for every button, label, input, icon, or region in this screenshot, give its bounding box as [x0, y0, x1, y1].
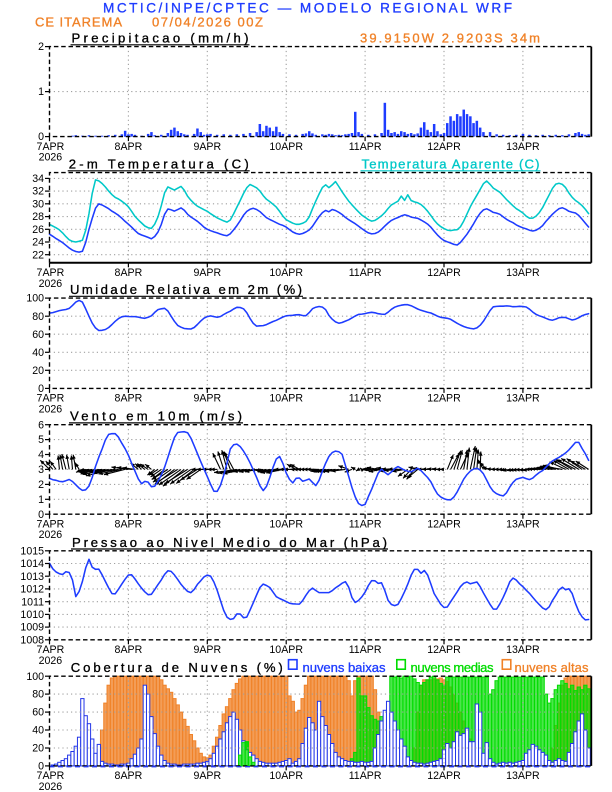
- svg-text:2026: 2026: [39, 278, 63, 290]
- svg-text:26: 26: [32, 224, 44, 236]
- svg-text:9APR: 9APR: [193, 393, 221, 405]
- svg-text:80: 80: [32, 689, 44, 701]
- svg-text:nuvens altas: nuvens altas: [515, 660, 590, 675]
- svg-text:40: 40: [32, 725, 44, 737]
- svg-text:5: 5: [38, 434, 44, 446]
- svg-text:100: 100: [26, 671, 44, 683]
- svg-text:8APR: 8APR: [115, 644, 143, 656]
- svg-text:3: 3: [38, 464, 44, 476]
- svg-text:20: 20: [32, 365, 44, 377]
- svg-text:22: 22: [32, 249, 44, 261]
- svg-text:Pressao ao Nivel Medio do Mar: Pressao ao Nivel Medio do Mar (hPa): [72, 535, 387, 550]
- svg-text:8APR: 8APR: [115, 393, 143, 405]
- svg-text:2026: 2026: [39, 403, 63, 415]
- svg-text:8APR: 8APR: [115, 770, 143, 782]
- svg-text:7APR: 7APR: [37, 267, 65, 279]
- svg-text:2026: 2026: [39, 781, 63, 792]
- svg-text:13APR: 13APR: [506, 141, 540, 153]
- svg-text:12APR: 12APR: [427, 141, 461, 153]
- svg-text:4: 4: [38, 449, 44, 461]
- svg-text:34: 34: [32, 173, 44, 185]
- svg-text:0: 0: [38, 509, 44, 521]
- svg-text:10APR: 10APR: [269, 770, 303, 782]
- svg-text:13APR: 13APR: [506, 644, 540, 656]
- svg-text:40: 40: [32, 347, 44, 359]
- svg-text:60: 60: [32, 329, 44, 341]
- svg-text:1012: 1012: [20, 584, 44, 596]
- svg-text:10APR: 10APR: [269, 141, 303, 153]
- svg-text:10APR: 10APR: [269, 267, 303, 279]
- svg-text:10APR: 10APR: [269, 644, 303, 656]
- svg-text:Temperatura Aparente (C): Temperatura Aparente (C): [362, 157, 540, 172]
- svg-text:1: 1: [38, 86, 44, 98]
- svg-text:7APR: 7APR: [37, 518, 65, 530]
- svg-text:7APR: 7APR: [37, 393, 65, 405]
- svg-text:9APR: 9APR: [193, 141, 221, 153]
- svg-text:32: 32: [32, 186, 44, 198]
- svg-text:30: 30: [32, 198, 44, 210]
- svg-text:1015: 1015: [20, 545, 44, 557]
- svg-text:CE ITAREMA: CE ITAREMA: [35, 15, 122, 30]
- svg-text:2026: 2026: [39, 152, 63, 164]
- svg-text:10APR: 10APR: [269, 518, 303, 530]
- svg-text:28: 28: [32, 211, 44, 223]
- svg-text:11APR: 11APR: [349, 267, 382, 279]
- svg-text:13APR: 13APR: [506, 267, 540, 279]
- svg-text:0: 0: [38, 383, 44, 395]
- svg-text:7APR: 7APR: [37, 770, 65, 782]
- svg-text:2026: 2026: [39, 655, 63, 667]
- svg-text:9APR: 9APR: [193, 644, 221, 656]
- svg-text:1014: 1014: [20, 558, 44, 570]
- svg-text:1011: 1011: [21, 596, 44, 608]
- svg-text:1008: 1008: [20, 634, 44, 646]
- svg-text:11APR: 11APR: [349, 518, 382, 530]
- svg-text:100: 100: [26, 293, 44, 305]
- svg-text:Cobertura de Nuvens (%): Cobertura de Nuvens (%): [71, 660, 283, 675]
- svg-text:13APR: 13APR: [506, 770, 540, 782]
- svg-text:9APR: 9APR: [193, 770, 221, 782]
- svg-text:13APR: 13APR: [506, 518, 540, 530]
- svg-text:60: 60: [32, 707, 44, 719]
- svg-text:nuvens baixas: nuvens baixas: [303, 660, 386, 675]
- svg-text:2026: 2026: [39, 529, 63, 541]
- svg-text:8APR: 8APR: [115, 267, 143, 279]
- svg-text:MCTIC/INPE/CPTEC — MODELO REGI: MCTIC/INPE/CPTEC — MODELO REGIONAL WRF: [103, 0, 512, 15]
- svg-text:12APR: 12APR: [427, 393, 461, 405]
- svg-text:1013: 1013: [20, 571, 44, 583]
- svg-text:0: 0: [38, 131, 44, 143]
- svg-text:10APR: 10APR: [269, 393, 303, 405]
- svg-text:9APR: 9APR: [193, 518, 221, 530]
- svg-text:11APR: 11APR: [349, 644, 382, 656]
- svg-text:11APR: 11APR: [349, 393, 382, 405]
- svg-text:80: 80: [32, 311, 44, 323]
- svg-text:12APR: 12APR: [427, 267, 461, 279]
- svg-text:12APR: 12APR: [427, 518, 461, 530]
- svg-text:13APR: 13APR: [506, 393, 540, 405]
- svg-text:24: 24: [32, 237, 44, 249]
- svg-text:7APR: 7APR: [37, 141, 65, 153]
- svg-text:nuvens medias: nuvens medias: [411, 660, 494, 675]
- svg-text:11APR: 11APR: [349, 770, 382, 782]
- svg-text:20: 20: [32, 743, 44, 755]
- svg-text:12APR: 12APR: [427, 644, 461, 656]
- svg-text:12APR: 12APR: [427, 770, 461, 782]
- svg-text:7APR: 7APR: [37, 644, 65, 656]
- svg-text:2: 2: [38, 41, 44, 53]
- svg-text:1010: 1010: [20, 609, 44, 621]
- svg-text:1009: 1009: [20, 622, 44, 634]
- svg-text:1: 1: [38, 494, 44, 506]
- svg-text:6: 6: [38, 419, 44, 431]
- svg-text:0: 0: [38, 761, 44, 773]
- svg-text:9APR: 9APR: [193, 267, 221, 279]
- svg-text:8APR: 8APR: [115, 518, 143, 530]
- svg-text:2: 2: [38, 479, 44, 491]
- svg-text:8APR: 8APR: [115, 141, 143, 153]
- svg-text:11APR: 11APR: [349, 141, 382, 153]
- svg-text:07/04/2026 00Z: 07/04/2026 00Z: [152, 15, 263, 30]
